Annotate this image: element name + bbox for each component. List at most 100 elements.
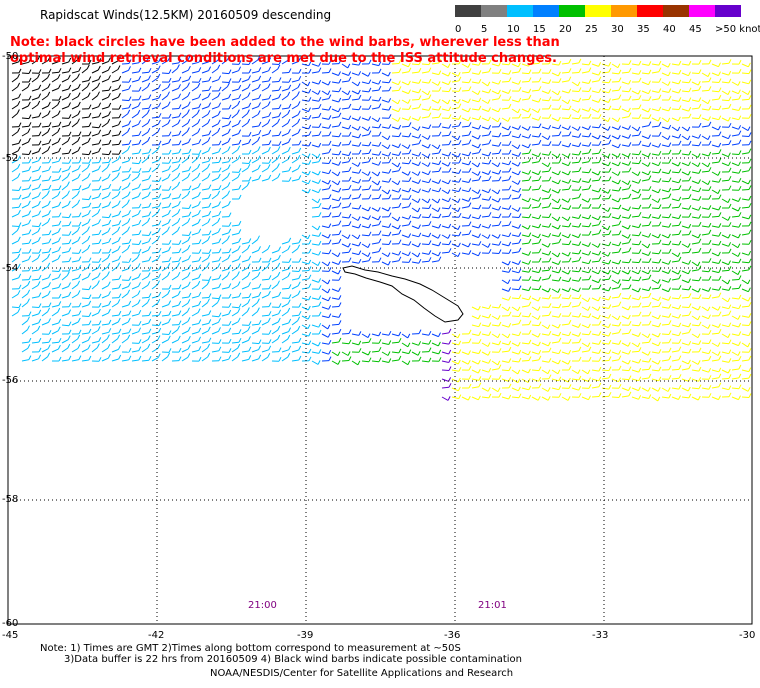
wind-barb-flag [117, 65, 121, 70]
wind-barb-flag [107, 118, 111, 124]
wind-barb-flag [518, 67, 522, 73]
wind-barb [301, 117, 309, 120]
wind-barb-flag [718, 131, 722, 136]
wind-barb-flag [607, 189, 611, 194]
wind-barb-flag [728, 96, 732, 101]
wind-barb [711, 261, 719, 264]
wind-barb [601, 270, 609, 275]
wind-barb-flag [748, 348, 752, 353]
wind-barb-flag [678, 133, 682, 139]
wind-barb [721, 234, 729, 239]
wind-barb-flag [688, 140, 692, 146]
wind-barb [451, 153, 459, 158]
wind-barb-flag [748, 148, 752, 153]
wind-barb-flag [317, 170, 321, 176]
wind-barb [71, 230, 78, 236]
wind-barb [331, 153, 339, 156]
wind-barb [461, 143, 469, 146]
wind-barb [201, 96, 209, 101]
wind-barb-flag [658, 376, 662, 382]
wind-barb [101, 78, 109, 83]
wind-barb-flag [638, 302, 642, 307]
wind-barb-flag [498, 321, 502, 327]
wind-barb [281, 59, 289, 65]
wind-barb [511, 180, 519, 185]
wind-barb-flag [198, 273, 202, 279]
wind-barb [171, 62, 179, 65]
wind-barb-flag [187, 244, 191, 250]
wind-barb-flag [477, 368, 481, 374]
wind-barb [491, 135, 499, 138]
wind-barb-flag [238, 337, 242, 343]
wind-barb [471, 386, 479, 389]
wind-barb [481, 189, 489, 194]
wind-barb [161, 72, 170, 74]
wind-barb-flag [78, 256, 82, 261]
wind-barb [351, 243, 359, 247]
wind-barb-flag [428, 339, 432, 345]
wind-barb-flag [497, 197, 501, 203]
wind-barb [201, 257, 209, 263]
wind-barb [161, 333, 170, 335]
wind-barb [281, 276, 289, 281]
wind-barb-flag [377, 207, 381, 212]
wind-barb-flag [358, 116, 361, 121]
wind-barb-flag [237, 308, 241, 313]
wind-barb [331, 99, 339, 103]
wind-barb-flag [337, 269, 341, 275]
wind-barb [191, 131, 199, 137]
wind-barb [601, 189, 609, 194]
wind-barb [321, 126, 329, 129]
wind-barb-flag [148, 231, 152, 236]
wind-barb-flag [618, 340, 622, 345]
wind-barb [481, 360, 489, 364]
wind-barb-flag [197, 163, 201, 169]
wind-barb [541, 216, 550, 218]
wind-barb-flag [568, 58, 572, 64]
wind-barb [621, 162, 629, 166]
wind-barb-flag [488, 130, 492, 136]
wind-barb [111, 224, 119, 227]
wind-barb [521, 81, 530, 83]
wind-barb-flag [508, 185, 512, 190]
wind-barb [131, 359, 139, 362]
wind-barb-flag [338, 141, 342, 147]
wind-barb-flag [738, 150, 742, 155]
wind-barb-flag [448, 248, 452, 253]
wind-barb [211, 330, 219, 335]
wind-barb [671, 63, 679, 66]
wind-barb-flag [198, 139, 202, 144]
wind-barb-flag [237, 352, 241, 358]
wind-barb [491, 243, 499, 246]
wind-barb-flag [648, 258, 652, 263]
wind-barb [541, 153, 549, 156]
wind-barb [461, 134, 469, 137]
wind-barb [241, 285, 249, 290]
wind-barb [651, 297, 659, 302]
wind-barb-flag [127, 226, 131, 231]
wind-barb [51, 205, 59, 209]
wind-barb [621, 225, 629, 230]
wind-barb-flag [118, 328, 122, 334]
wind-barb [41, 77, 48, 83]
wind-barb [251, 358, 259, 362]
wind-barb-flag [678, 185, 682, 190]
wind-barb-flag [68, 165, 72, 170]
wind-barb [231, 341, 240, 344]
wind-barb-flag [728, 78, 732, 84]
wind-barb-flag [578, 87, 582, 92]
wind-barb [141, 195, 149, 200]
wind-barb [41, 221, 49, 227]
wind-barb-flag [468, 187, 472, 192]
wind-barb [671, 350, 679, 353]
wind-barb-flag [418, 88, 422, 94]
wind-barb-flag [287, 155, 291, 160]
wind-barb-flag [418, 79, 422, 84]
wind-barb [131, 143, 139, 146]
wind-barb-flag [718, 292, 722, 297]
wind-barb [651, 153, 659, 156]
wind-barb-flag [388, 177, 392, 183]
wind-barb [361, 81, 369, 85]
wind-barb-flag [238, 168, 242, 173]
